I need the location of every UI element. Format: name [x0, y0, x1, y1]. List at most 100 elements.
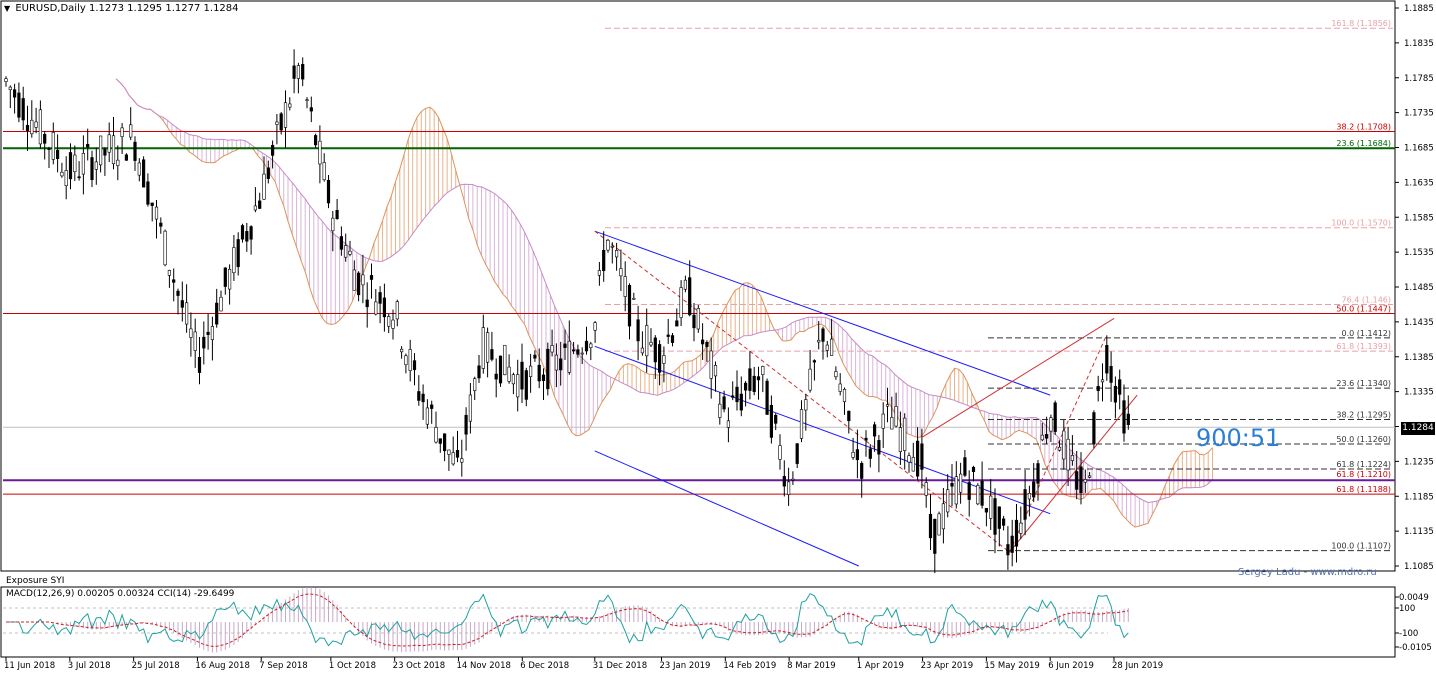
candle-body — [1023, 489, 1027, 520]
fib-label: 100.0 (1.1107) — [1331, 542, 1391, 551]
fib-label: 0.0 (1.1412) — [1342, 329, 1392, 338]
candle — [232, 234, 236, 281]
candle-body — [941, 503, 945, 530]
candle-body — [976, 485, 980, 505]
price-tick-label: 1.1385 — [1404, 353, 1434, 363]
candle — [1027, 485, 1031, 517]
candle — [933, 518, 937, 574]
candle-body — [653, 337, 657, 363]
ichimoku-cloud — [115, 78, 1213, 528]
symbol-label: EURUSD,Daily — [15, 3, 86, 14]
candle-body — [541, 374, 546, 382]
candle-body — [464, 414, 468, 435]
candle-body — [249, 226, 253, 240]
menu-triangle-icon[interactable]: ▼ — [4, 4, 11, 13]
candle-body — [344, 245, 348, 258]
candle-body — [1062, 430, 1066, 460]
candle-body — [696, 308, 700, 330]
candle-body — [68, 152, 73, 180]
candle — [163, 229, 167, 267]
candle — [1105, 335, 1109, 381]
candle-body — [313, 135, 318, 146]
candle-body — [718, 403, 722, 418]
candle-body — [928, 513, 933, 539]
candle-body — [408, 349, 412, 371]
candle-body — [322, 162, 326, 181]
date-tick-label: 23 Apr 2019 — [921, 661, 974, 671]
candle-body — [847, 410, 851, 422]
candle — [610, 242, 614, 264]
candle — [228, 264, 232, 305]
candle-body — [812, 360, 816, 363]
candle-body — [339, 236, 344, 250]
candle — [60, 162, 64, 178]
candle — [511, 372, 515, 395]
candle — [412, 353, 417, 386]
watermark: Sergey Ladu - www.mdro.ru — [1238, 567, 1377, 578]
candle — [928, 494, 933, 551]
candle-body — [99, 135, 103, 166]
horizontal-levels — [3, 130, 1395, 495]
candle — [675, 308, 679, 327]
senkou-span-b — [115, 78, 1213, 504]
candle — [408, 339, 412, 382]
date-tick-label: 15 May 2019 — [984, 661, 1039, 671]
candle-body — [954, 476, 958, 505]
candle — [645, 308, 649, 373]
fib-label: 23.6 (1.1684) — [1336, 139, 1391, 148]
candle — [997, 506, 1001, 547]
candle-body — [748, 368, 752, 391]
candle — [907, 452, 911, 473]
candle-body — [838, 383, 842, 392]
candle-body — [163, 230, 167, 266]
candle-body — [455, 450, 460, 458]
candle-body — [378, 292, 382, 304]
candle — [477, 354, 481, 383]
candle-body — [51, 132, 55, 160]
candle — [21, 86, 25, 131]
candle-body — [473, 378, 477, 391]
candle-body — [262, 173, 266, 200]
trend-channels — [594, 230, 1138, 567]
candle — [485, 327, 490, 378]
candle — [1057, 440, 1062, 452]
candle-body — [662, 355, 666, 364]
channel-lower — [594, 450, 859, 567]
candle — [679, 280, 683, 327]
candle-body — [4, 78, 8, 82]
candle — [94, 147, 98, 185]
candle — [481, 314, 485, 374]
candle-body — [21, 98, 25, 121]
candle — [782, 460, 786, 497]
candle-body — [387, 316, 391, 327]
candle — [842, 387, 847, 415]
indicator-label: MACD(12,26,9) 0.00205 0.00324 CCI(14) -2… — [6, 589, 235, 599]
candle — [877, 434, 881, 473]
candle — [696, 304, 700, 333]
candle — [735, 370, 739, 411]
candle — [391, 309, 395, 340]
candle-body — [511, 374, 515, 385]
candle — [378, 286, 382, 324]
candle — [133, 136, 137, 171]
candle — [1023, 469, 1027, 536]
indicator-tick-label: -0.0105 — [1399, 643, 1432, 653]
candle-body — [640, 347, 644, 354]
candle-body — [498, 355, 503, 384]
low-value: 1.1277 — [165, 3, 201, 14]
candle-body — [627, 285, 632, 327]
candle-body — [232, 247, 236, 274]
candle-body — [120, 127, 124, 137]
candle — [722, 390, 726, 413]
candle-body — [176, 290, 180, 296]
candle-body — [116, 159, 120, 166]
candle-body — [731, 395, 735, 398]
candle — [1014, 504, 1019, 563]
candle — [301, 57, 305, 87]
candle-body — [374, 301, 378, 315]
price-tick-label: 1.1185 — [1404, 492, 1434, 502]
candle — [817, 321, 821, 350]
candle-body — [253, 205, 258, 211]
candle — [68, 143, 73, 190]
